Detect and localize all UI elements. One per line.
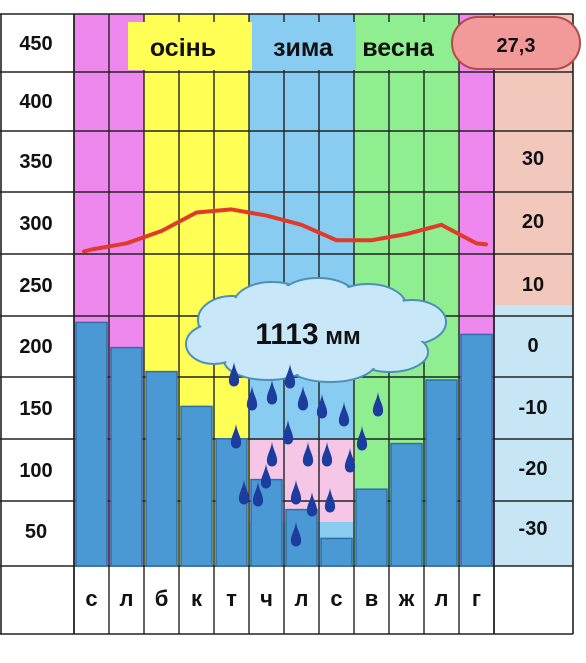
rain-drop-icon [338,402,350,427]
right-axis-tick-label: 20 [522,211,544,233]
season-label: зима [273,34,334,62]
rain-drop-icon [372,392,384,417]
rain-drop-icon [302,442,314,467]
season-label-bg [254,22,356,70]
rain-drop-icon [266,380,278,405]
precipitation-bar-12 [460,333,493,567]
total-precipitation-label: 1113 мм [255,318,361,351]
rain-drop-icon [344,448,356,473]
precipitation-bar-9 [355,488,388,567]
right-axis-tick-label: 30 [522,148,544,170]
rain-drop-icon [324,488,336,513]
rain-drop-icon [230,424,242,449]
left-axis-tick-label: 150 [19,398,52,420]
rain-drop-icon [260,464,272,489]
month-label: л [435,586,449,611]
rain-drop-icon [290,480,302,505]
month-label: л [295,586,309,611]
precipitation-bar-3 [145,370,178,567]
month-label: ж [398,586,415,611]
rain-drop-icon [284,364,296,389]
right-axis-tick-label: 10 [522,274,544,296]
mean-temperature-value: 27,3 [497,35,536,57]
temperature-line [82,207,488,254]
left-axis-tick-label: 200 [19,336,52,358]
left-axis-tick-label: 50 [25,521,47,543]
precipitation-bar-7 [285,508,318,567]
right-axis-tick-label: 0 [527,335,538,357]
season-label-bg [128,22,252,70]
left-axis-tick-label: 400 [19,91,52,113]
season-label-bg [356,22,444,70]
season-label: осінь [150,34,216,62]
precipitation-bar-4 [180,405,213,567]
month-label: т [226,586,237,611]
month-label: г [472,586,481,611]
month-label: л [120,586,134,611]
month-label: в [365,586,379,611]
rain-drop-icon [228,362,240,387]
rain-drop-icon [238,480,250,505]
mean-temperature-badge [451,16,581,70]
cloud-fill [210,304,414,360]
rain-drop-icon [266,442,278,467]
rain-drop-icon [282,420,294,445]
right-axis-tick-label: -10 [519,397,548,419]
month-label: ч [260,586,273,611]
rain-drop-icon [252,482,264,507]
temperature-panel-cold [494,305,573,566]
rain-drop-icon [246,386,258,411]
left-axis-tick-label: 450 [19,33,52,55]
rain-drop-icon [321,442,333,467]
right-axis-tick-label: -20 [519,458,548,480]
month-label: к [191,586,203,611]
right-axis-tick-label: -30 [519,518,548,540]
precipitation-bar-8 [320,537,353,567]
left-axis-tick-label: 100 [19,460,52,482]
month-label: б [155,586,169,611]
rain-drop-icon [356,426,368,451]
rain-drop-icon [306,492,318,517]
precipitation-bar-2 [110,346,143,567]
month-label: с [330,586,342,611]
left-axis-tick-label: 250 [19,275,52,297]
precipitation-bar-11 [425,379,458,567]
left-axis-tick-label: 300 [19,213,52,235]
rain-drop-icon [297,386,309,411]
rain-drop-icon [316,394,328,419]
precipitation-cloud: 1113 мм [185,277,447,383]
left-axis-tick-label: 350 [19,151,52,173]
rain-drop-icon [290,522,302,547]
precipitation-bar-1 [75,321,108,567]
precipitation-bar-10 [390,442,423,567]
season-label: весна [362,34,435,62]
month-label: с [85,586,97,611]
